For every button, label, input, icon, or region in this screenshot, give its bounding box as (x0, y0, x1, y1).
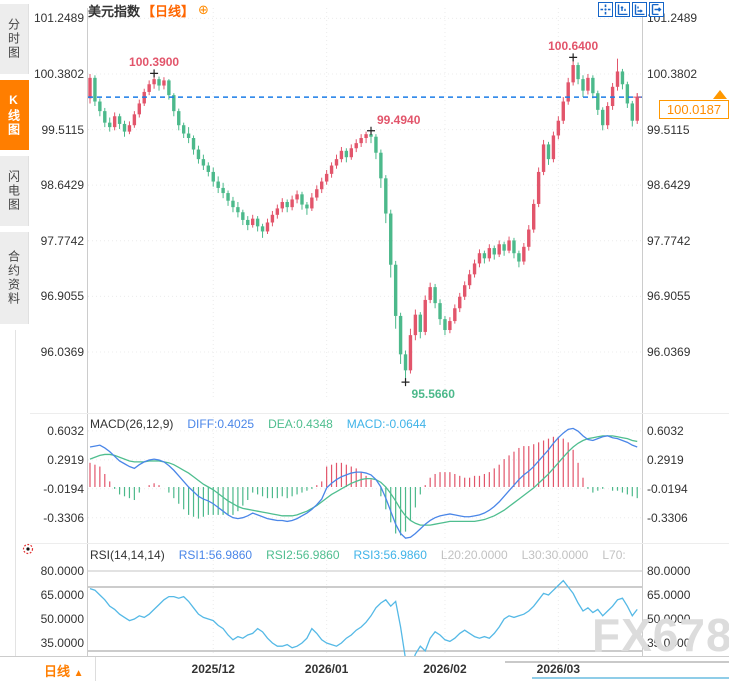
pan-right-icon[interactable] (649, 2, 664, 17)
rsi-y-axis-label: 35.0000 (647, 636, 691, 650)
sidebar-tab-contract-info[interactable]: 合约资料 (0, 232, 29, 324)
rsi3-value: RSI3:56.9860 (353, 548, 427, 562)
rsi-y-axis-label: 80.0000 (40, 564, 84, 578)
scale-y-icon[interactable] (615, 2, 630, 17)
rsi-y-axis-label: 35.0000 (40, 636, 84, 650)
main-y-axis-label: 99.5115 (647, 122, 690, 137)
price-annotation: 100.3900 (129, 55, 180, 70)
period-selector[interactable]: 日线 ▲ (44, 661, 84, 680)
rsi-y-axis-label: 80.0000 (647, 564, 691, 578)
zoom-range-track[interactable] (505, 661, 729, 663)
macd-y-axis-label: 0.6032 (647, 423, 684, 438)
bottom-bar (0, 656, 729, 681)
price-annotation: 99.4940 (377, 112, 421, 127)
sidebar-tab-timeshare[interactable]: 分时图 (0, 4, 29, 74)
rsi-l20-value: L20:20.0000 (440, 548, 508, 562)
watermark: FX678 (592, 609, 729, 661)
main-y-axis-label: 100.3802 (33, 67, 84, 81)
rsi-l30-value: L30:30.0000 (521, 548, 589, 562)
macd-y-axis-label: -0.0194 (647, 481, 688, 496)
macd-y-axis-label: -0.3306 (43, 510, 84, 525)
price-annotation: 100.6400 (548, 39, 599, 54)
main-y-axis-label: 98.6429 (647, 178, 691, 193)
main-y-axis-label: 97.7742 (647, 233, 691, 248)
last-price-box: 100.0187 (659, 100, 729, 119)
add-indicator-icon[interactable]: ⊕ (198, 2, 209, 17)
price-up-arrow (713, 90, 727, 99)
chart-toolbar (598, 2, 664, 17)
main-y-axis-label: 96.9055 (647, 289, 691, 304)
macd-diff-value: DIFF:0.4025 (187, 417, 255, 431)
x-axis-label: 2025/12 (191, 662, 235, 676)
macd-hist-value: MACD:-0.0644 (346, 417, 427, 431)
macd-dea-value: DEA:0.4348 (268, 417, 333, 431)
main-y-axis-label: 99.5115 (41, 122, 85, 137)
price-annotation: 95.5660 (411, 387, 455, 402)
main-y-axis-label: 101.2489 (33, 11, 84, 26)
x-axis-label: 2026/03 (536, 662, 581, 676)
macd-header: MACD(26,12,9) DIFF:0.4025 DEA:0.4348 MAC… (90, 417, 426, 431)
main-y-axis-label: 97.7742 (40, 233, 84, 248)
x-axis-label: 2026/02 (423, 662, 467, 676)
macd-y-axis-label: -0.3306 (647, 510, 688, 525)
chart-title: 美元指数 【日线】 ⊕ (88, 2, 209, 19)
rsi-label: RSI(14,14,14) (90, 548, 165, 562)
period-label: 日线 (44, 664, 71, 679)
indicator-settings-icon[interactable] (21, 542, 35, 561)
main-y-axis-label: 98.6429 (40, 178, 84, 193)
rsi1-value: RSI1:56.9860 (178, 548, 253, 562)
macd-label: MACD(26,12,9) (90, 417, 174, 431)
macd-y-axis-label: 0.2919 (47, 452, 84, 467)
rsi-y-axis-label: 50.0000 (647, 612, 691, 626)
main-y-axis-label: 96.0369 (647, 344, 691, 359)
macd-y-axis-label: -0.0194 (43, 481, 84, 496)
rsi-header: RSI(14,14,14) RSI1:56.9860 RSI2:56.9860 … (90, 548, 626, 562)
rsi-y-axis-label: 65.0000 (40, 588, 84, 602)
x-axis-label: 2026/01 (304, 662, 349, 676)
rail-groove (15, 330, 16, 656)
main-y-axis-label: 96.9055 (40, 289, 84, 304)
symbol-name: 美元指数 (88, 3, 141, 19)
rsi-l70-value: L70: (602, 548, 626, 562)
sidebar-tab-kline[interactable]: K线图 (0, 80, 29, 150)
period-tag: 【日线】 (142, 3, 195, 19)
scale-x-icon[interactable] (632, 2, 647, 17)
scrollbar[interactable] (532, 677, 729, 679)
rsi-y-axis-label: 50.0000 (40, 612, 84, 626)
rsi2-value: RSI2:56.9860 (266, 548, 340, 562)
rsi-y-axis-label: 65.0000 (647, 588, 691, 602)
bottom-divider (95, 657, 96, 681)
sidebar-tab-lightning[interactable]: 闪电图 (0, 156, 29, 226)
macd-y-axis-label: 0.2919 (647, 452, 684, 467)
main-y-axis-label: 96.0369 (40, 344, 84, 359)
main-y-axis-label: 100.3802 (647, 67, 698, 81)
macd-y-axis-label: 0.6032 (47, 423, 84, 438)
period-arrow-icon: ▲ (73, 668, 84, 679)
crosshair-icon[interactable] (598, 2, 613, 17)
